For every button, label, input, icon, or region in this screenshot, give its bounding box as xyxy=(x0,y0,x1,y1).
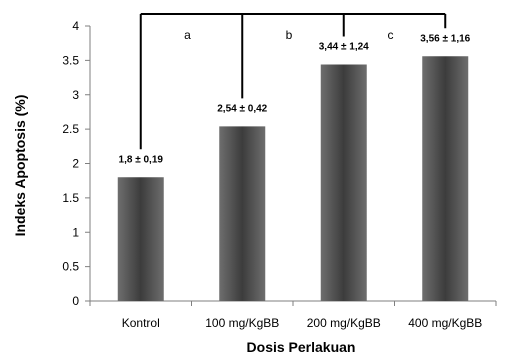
data-label: 1,8 ± 0,19 xyxy=(119,154,164,165)
data-label: 3,56 ± 1,16 xyxy=(420,33,470,44)
data-label: 2,54 ± 0,42 xyxy=(217,103,267,114)
significance-letter: c xyxy=(388,28,394,42)
y-tick-label: 2 xyxy=(72,157,79,171)
y-tick-label: 2.5 xyxy=(62,122,79,136)
data-label: 3,44 ± 1,24 xyxy=(319,42,369,53)
y-tick-label: 3.5 xyxy=(62,53,79,67)
bar xyxy=(117,177,164,301)
x-tick-label: 100 mg/KgBB xyxy=(205,316,279,330)
x-tick-label: 200 mg/KgBB xyxy=(307,316,381,330)
y-axis: 0 0.5 1 1.5 2 2.5 3 3.5 4 xyxy=(62,19,91,308)
x-tick-label: Kontrol xyxy=(122,316,160,330)
significance-letter: b xyxy=(286,28,293,42)
significance-brackets: a b c xyxy=(139,13,447,150)
bars xyxy=(117,56,469,301)
y-axis-title: Indeks Apoptosis (%) xyxy=(12,95,28,237)
y-tick-label: 4 xyxy=(72,19,79,33)
x-axis-title: Dosis Perlakuan xyxy=(247,339,356,355)
x-axis: Kontrol 100 mg/KgBB 200 mg/KgBB 400 mg/KgBB xyxy=(89,300,497,330)
bar xyxy=(422,56,469,301)
y-tick-label: 1 xyxy=(72,225,79,239)
significance-letter: a xyxy=(184,28,191,42)
y-tick-label: 0.5 xyxy=(62,260,79,274)
bar xyxy=(320,64,367,301)
x-tick-label: 400 mg/KgBB xyxy=(408,316,482,330)
data-labels: 1,8 ± 0,19 2,54 ± 0,42 3,44 ± 1,24 3,56 ± 1… xyxy=(119,33,471,165)
y-tick-label: 0 xyxy=(72,294,79,308)
y-tick-label: 3 xyxy=(72,88,79,102)
y-tick-label: 1.5 xyxy=(62,191,79,205)
bar xyxy=(219,126,266,301)
